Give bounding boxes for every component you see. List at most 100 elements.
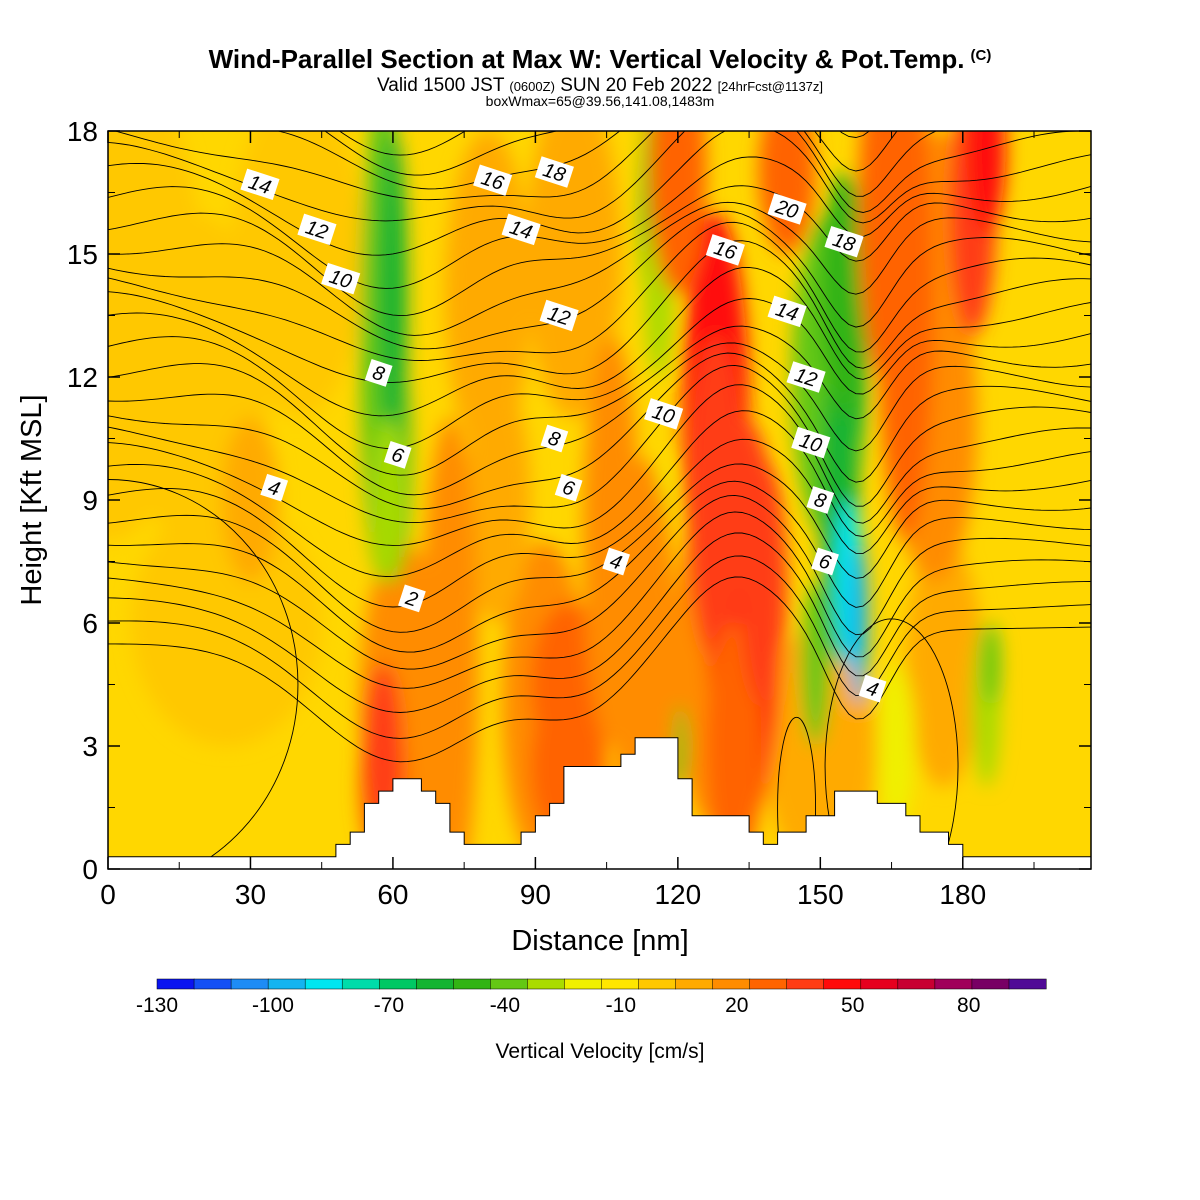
x-axis-ticks: 0 30 60 90 120 150 180 [100,131,1035,910]
velocity-cell [981,623,1001,705]
theta-contour [108,364,1091,524]
theta-label-box [398,584,426,613]
y-axis-label: Height [Kft MSL] [16,394,48,605]
y-tick-label: 15 [67,239,98,270]
theta-contour [108,463,1091,633]
colorbar-swatch [156,978,195,990]
theta-label-box [554,473,583,502]
colorbar-swatch [453,978,491,990]
colorbar-swatch [971,978,1010,990]
colorbar-tick-label: 50 [841,994,864,1017]
colorbar-swatch [601,978,640,990]
colorbar-tick-label: -40 [490,994,520,1017]
theta-contour [108,185,1091,317]
theta-label-box [791,426,831,459]
colorbar-swatch [712,978,751,990]
theta-label: 20 [767,193,807,225]
theta-label: 12 [297,213,337,246]
theta-label-box [260,473,289,502]
theta-label-box [811,547,839,576]
title-text: Wind-Parallel Section at Max W: Vertical… [208,44,965,74]
colorbar-tick-label: 80 [957,994,980,1017]
theta-contour [108,131,1091,256]
valid-d: [24hrFcst@1137z] [717,79,824,94]
velocity-cell [421,418,479,869]
velocity-cell [877,664,916,828]
theta-label: 8 [364,359,393,387]
theta-label: 10 [321,262,361,295]
y-tick-label: 9 [82,485,98,516]
theta-label: 6 [383,441,412,469]
velocity-cell [445,131,531,459]
x-tick-label: 90 [520,879,551,910]
theta-label-box [858,674,887,703]
colorbar-tick-label: -10 [606,994,636,1017]
theta-label: 4 [260,473,289,502]
y-axis-ticks: 0 3 6 9 12 15 18 [67,116,1091,885]
theta-label-box [473,164,513,196]
velocity-cell [801,582,830,746]
velocity-cell [706,623,764,869]
theta-contour [108,438,1091,608]
colorbar-swatch [860,978,899,990]
theta-label-box [767,295,807,328]
colorbar-swatch [897,978,936,990]
colorbar [156,978,1047,990]
theta-contour [108,240,1091,383]
velocity-cell [378,131,408,459]
theta-label: 14 [240,168,280,201]
theta-contour [108,410,1091,577]
velocity-cell [739,459,788,705]
theta-contour [108,342,1091,496]
theta-contour [108,555,1091,739]
theta-label-box [240,168,280,201]
colorbar-swatch [823,978,862,990]
y-tick-label: 18 [67,116,98,147]
colorbar-swatch [749,978,788,990]
theta-label-box [786,361,826,393]
valid-time-line: Valid 1500 JST (0600Z) SUN 20 Feb 2022 [… [0,75,1200,97]
colorbar-swatch [675,978,714,990]
velocity-cell [905,541,982,787]
x-tick-label: 120 [654,879,701,910]
theta-contour [108,156,1091,289]
theta-label-box [297,213,337,246]
y-tick-label: 12 [67,362,98,393]
theta-label-box [364,359,393,387]
theta-contour [108,494,1091,670]
theta-contour [108,210,1091,350]
theta-label-box [767,193,807,225]
colorbar-swatch [638,978,677,990]
theta-contour [108,532,1091,713]
theta-label: 12 [539,299,579,332]
theta-label: 2 [398,584,426,613]
theta-contour [108,0,1091,95]
theta-contour [108,352,1091,510]
colorbar-tick-label: -130 [136,994,178,1017]
theta-label-box [501,213,541,246]
theta-label: 10 [791,426,831,459]
theta-contour [108,576,1091,763]
colorbar-swatch [1008,978,1047,990]
colorbar-swatch [379,978,417,990]
theta-label-box [540,424,569,453]
theta-contour [108,511,1091,689]
colorbar-swatch [527,978,566,990]
valid-a: Valid 1500 JST [376,75,505,96]
colorbar-swatch [230,978,269,990]
theta-contour [275,131,898,190]
colorbar-swatch [304,978,343,990]
x-tick-label: 150 [797,879,844,910]
theta-contour [108,221,1091,361]
copyright-mark: (C) [970,47,992,64]
x-tick-label: 30 [235,879,266,910]
x-axis-label: Distance [nm] [511,925,688,957]
velocity-cell [131,500,322,746]
y-tick-label: 6 [82,608,98,639]
velocity-cell [582,336,640,746]
velocity-cell [231,131,365,418]
y-tick-label: 0 [82,854,98,885]
theta-label: 16 [473,164,513,196]
